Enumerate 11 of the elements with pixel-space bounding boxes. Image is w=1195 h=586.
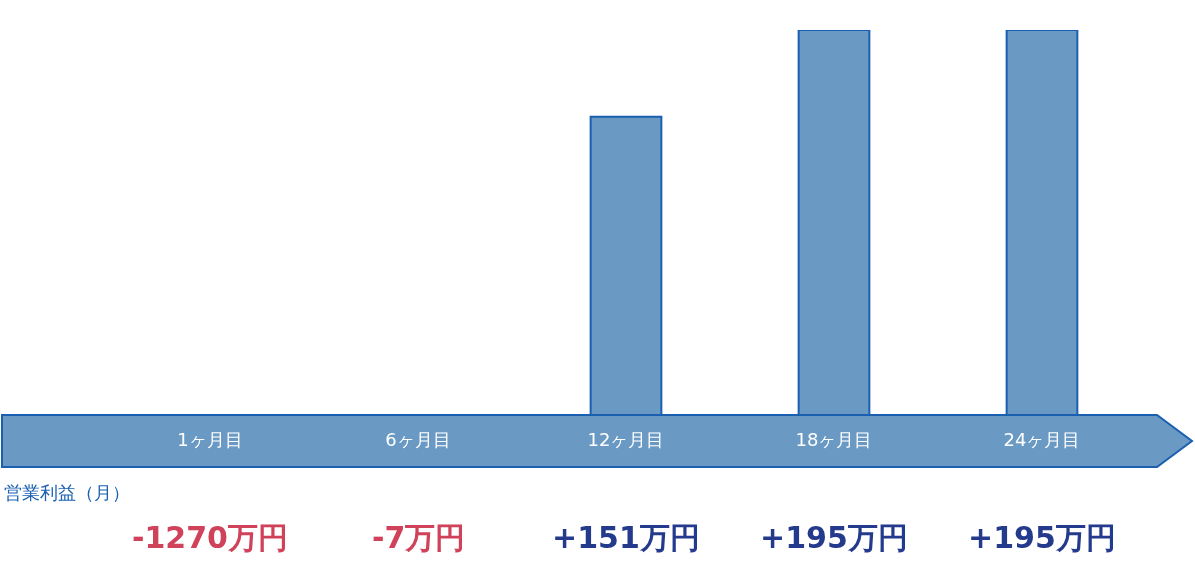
x-tick-label: 12ヶ月目: [587, 429, 665, 450]
x-tick-label: 1ヶ月目: [177, 429, 243, 450]
text: 営業利益（月）: [4, 482, 130, 503]
data-label: +151万円: [552, 520, 700, 555]
x-tick-label: 6ヶ月目: [385, 429, 451, 450]
x-tick-label: 18ヶ月目: [795, 429, 873, 450]
text: -7万円: [372, 520, 466, 555]
x-tick-label: 24ヶ月目: [1003, 429, 1081, 450]
data-label: +195万円: [968, 520, 1116, 555]
text: -1270万円: [132, 520, 288, 555]
data-label: +195万円: [760, 520, 908, 555]
